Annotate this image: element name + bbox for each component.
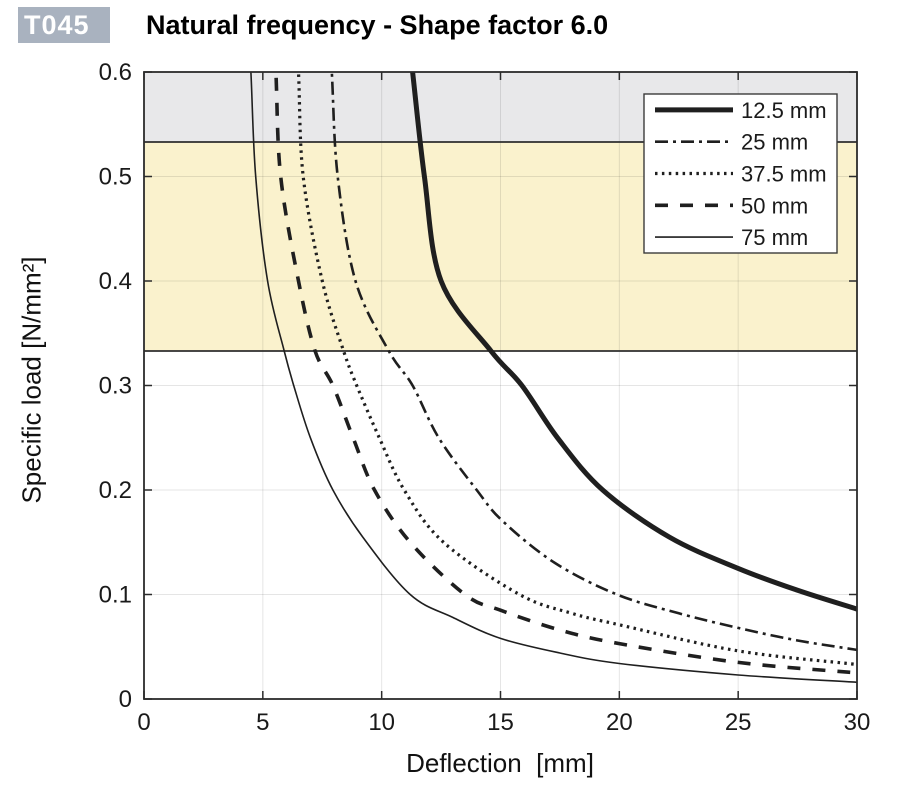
y-tick-label: 0.4 bbox=[99, 268, 132, 295]
x-tick-label: 0 bbox=[137, 709, 150, 736]
legend: 12.5 mm 25 mm 37.5 mm 50 mm 75 mm bbox=[643, 93, 838, 254]
legend-label: 50 mm bbox=[741, 193, 808, 218]
y-tick-label: 0.6 bbox=[99, 59, 132, 86]
x-tick-label: 10 bbox=[368, 709, 395, 736]
legend-label: 37.5 mm bbox=[741, 162, 827, 187]
grid bbox=[144, 72, 857, 699]
x-axis-label: Deflection [mm] bbox=[406, 748, 594, 778]
curve-12-5-mm bbox=[410, 72, 857, 612]
curve-25-mm bbox=[330, 72, 857, 652]
legend-label: 75 mm bbox=[741, 225, 808, 250]
y-tick-label: 0.2 bbox=[99, 477, 132, 504]
legend-label: 25 mm bbox=[741, 130, 808, 155]
y-axis-label: Specific load [N/mm²] bbox=[16, 256, 47, 504]
x-tick-label: 5 bbox=[256, 709, 269, 736]
x-tick-label: 25 bbox=[725, 709, 752, 736]
curve-50-mm bbox=[274, 72, 857, 675]
x-tick-label: 15 bbox=[487, 709, 514, 736]
ticks bbox=[143, 71, 858, 700]
x-tick-label: 20 bbox=[606, 709, 633, 736]
legend-label: 12.5 mm bbox=[741, 98, 827, 123]
x-tick-label: 30 bbox=[844, 709, 871, 736]
curves bbox=[250, 72, 857, 684]
y-tick-label: 0 bbox=[119, 686, 132, 713]
curve-75-mm bbox=[250, 72, 857, 684]
figure-code-badge: T045 bbox=[18, 7, 110, 43]
y-tick-label: 0.3 bbox=[99, 373, 132, 400]
chart-title: Natural frequency - Shape factor 6.0 bbox=[146, 10, 609, 40]
y-tick-label: 0.1 bbox=[99, 582, 132, 609]
y-tick-label: 0.5 bbox=[99, 164, 132, 191]
